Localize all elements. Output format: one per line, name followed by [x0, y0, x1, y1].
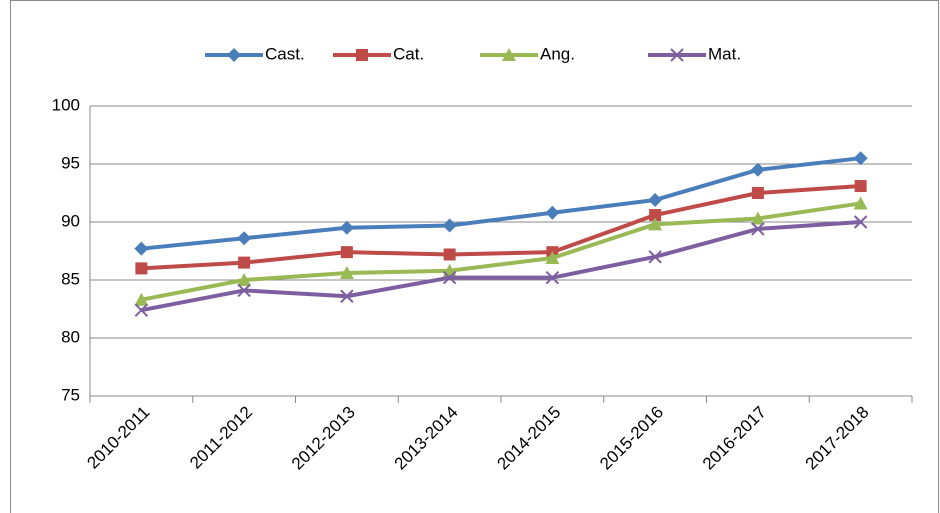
y-tick-label: 75 — [61, 385, 80, 404]
legend-label: Ang. — [540, 44, 575, 63]
marker — [237, 273, 252, 286]
marker — [649, 209, 662, 222]
marker — [339, 266, 354, 280]
legend-label: Cat. — [393, 44, 424, 63]
series-line — [141, 156, 861, 251]
marker — [134, 292, 149, 306]
marker — [237, 283, 251, 298]
legend-marker — [356, 49, 368, 61]
legend-marker — [502, 48, 516, 61]
chart-border — [10, 0, 939, 513]
marker — [648, 250, 662, 264]
legend-marker — [227, 48, 241, 62]
marker — [238, 256, 251, 269]
y-tick-label: 90 — [61, 211, 80, 230]
marker — [751, 187, 764, 199]
marker — [648, 192, 663, 207]
marker — [750, 211, 765, 225]
marker — [545, 250, 560, 264]
series-line — [140, 201, 861, 302]
series-line — [140, 220, 861, 313]
marker — [750, 162, 765, 177]
y-tick-label: 100 — [52, 95, 80, 114]
marker — [545, 270, 560, 285]
series-line — [141, 184, 861, 271]
marker — [442, 218, 457, 233]
marker — [853, 151, 868, 166]
marker — [339, 220, 354, 235]
legend-marker — [670, 48, 684, 62]
legend-label: Cast. — [265, 44, 305, 63]
marker — [751, 222, 765, 236]
marker — [135, 262, 148, 275]
marker — [443, 248, 456, 261]
marker — [648, 217, 663, 231]
y-tick-label: 85 — [61, 269, 80, 288]
marker — [853, 196, 868, 210]
marker — [545, 205, 560, 220]
marker — [854, 180, 867, 193]
marker — [340, 289, 354, 303]
marker — [853, 215, 868, 229]
y-tick-label: 80 — [61, 327, 80, 346]
y-tick-label: 95 — [61, 153, 80, 172]
marker — [134, 241, 149, 256]
marker — [442, 270, 457, 285]
marker — [237, 231, 252, 246]
legend-label: Mat. — [708, 44, 741, 63]
marker — [340, 246, 353, 259]
marker — [134, 303, 149, 317]
